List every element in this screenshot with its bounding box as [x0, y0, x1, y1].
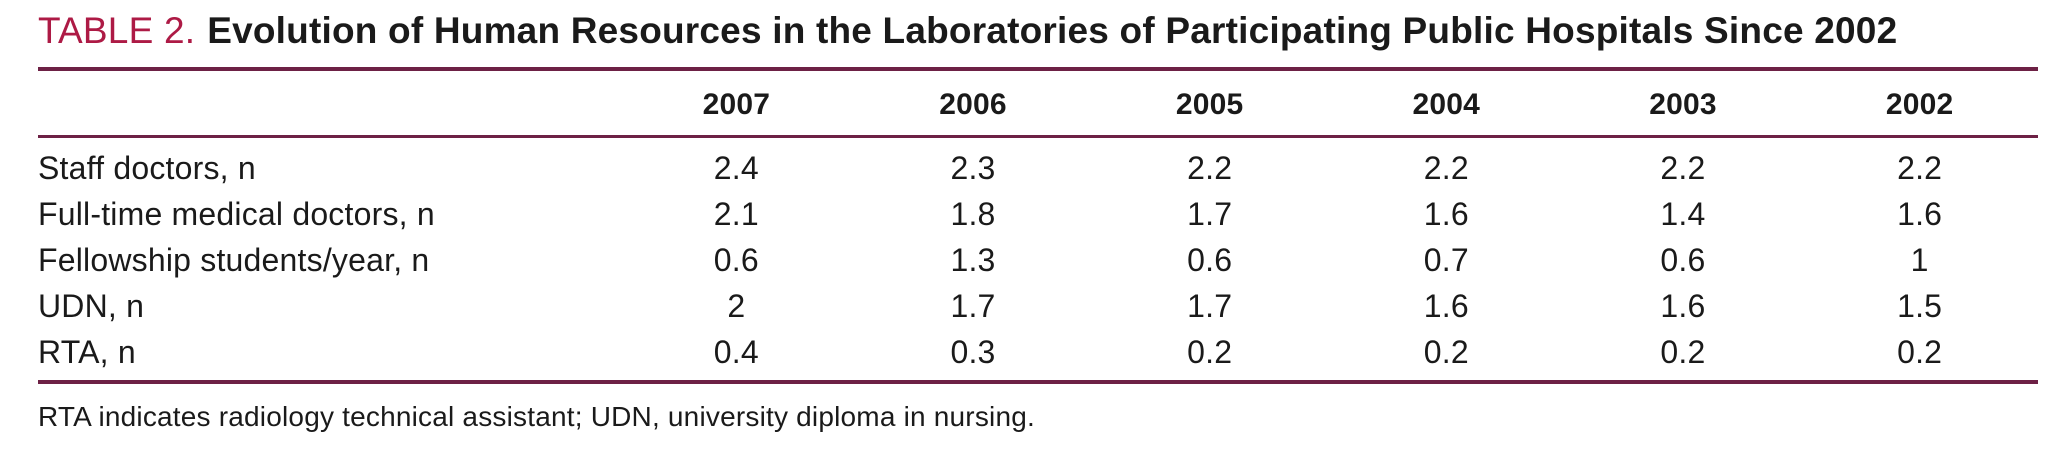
row-label: Full-time medical doctors, n	[38, 196, 435, 233]
table-number-label: TABLE 2.	[38, 10, 196, 51]
year-column-header: 2005	[1175, 87, 1244, 121]
year-column-header: 2006	[939, 87, 1007, 121]
table-row: Fellowship students/year, n 0.6 1.3 0.6 0.7 0…	[38, 238, 2038, 284]
year-column-header: 2002	[1885, 87, 1954, 121]
data-cell: 1	[1910, 242, 1929, 279]
row-label: RTA, n	[38, 334, 136, 371]
data-cell: 1.6	[1423, 196, 1469, 233]
data-cell: 2.2	[1897, 150, 1943, 187]
data-cell: 0.3	[950, 334, 996, 371]
table-title: TABLE 2. Evolution of Human Resources in …	[38, 10, 2038, 53]
data-cell: 0.6	[1660, 242, 1706, 279]
data-cell: 2.1	[713, 196, 759, 233]
data-cell: 2.2	[1660, 150, 1706, 187]
data-cell: 0.4	[713, 334, 759, 371]
data-cell: 1.6	[1897, 196, 1943, 233]
data-cell: 1.7	[950, 288, 996, 325]
data-cell: 1.3	[950, 242, 996, 279]
data-cell: 1.6	[1660, 288, 1706, 325]
data-cell: 1.6	[1423, 288, 1469, 325]
table-row: RTA, n 0.4 0.3 0.2 0.2 0.2 0.2	[38, 330, 2038, 382]
row-label: Staff doctors, n	[38, 150, 256, 187]
table-row: Staff doctors, n 2.4 2.3 2.2 2.2 2.2 2.2	[38, 136, 2038, 192]
data-cell: 2	[727, 288, 746, 325]
year-column-header: 2004	[1412, 87, 1481, 121]
data-cell: 2.2	[1187, 150, 1233, 187]
data-cell: 0.2	[1660, 334, 1706, 371]
data-cell: 1.4	[1660, 196, 1706, 233]
data-cell: 1.5	[1897, 288, 1943, 325]
data-cell: 0.6	[1187, 242, 1233, 279]
data-cell: 0.7	[1423, 242, 1469, 279]
data-cell: 1.7	[1187, 196, 1233, 233]
table-row: UDN, n 2 1.7 1.7 1.6 1.6 1.5	[38, 284, 2038, 330]
table-header-row: 2007 2006 2005 2004 2003 2002	[38, 69, 2038, 137]
table-row: Full-time medical doctors, n 2.1 1.8 1.7 1.6…	[38, 192, 2038, 238]
data-cell: 1.7	[1187, 288, 1233, 325]
data-cell: 1.8	[950, 196, 996, 233]
year-column-header: 2007	[702, 87, 771, 121]
data-cell: 0.6	[713, 242, 759, 279]
table-title-text: Evolution of Human Resources in the Labo…	[207, 10, 1898, 51]
data-cell: 0.2	[1897, 334, 1943, 371]
table-footnote: RTA indicates radiology technical assist…	[38, 400, 1035, 432]
row-label: Fellowship students/year, n	[38, 242, 430, 279]
table-body: Staff doctors, n 2.4 2.3 2.2 2.2 2.2 2.2 Full-t…	[38, 136, 2038, 382]
human-resources-table: 2007 2006 2005 2004 2003 2002 Staff doctors, …	[38, 66, 2038, 384]
year-column-header: 2003	[1649, 87, 1717, 121]
data-cell: 2.2	[1423, 150, 1469, 187]
row-label: UDN, n	[38, 288, 145, 325]
data-cell: 0.2	[1423, 334, 1469, 371]
data-cell: 0.2	[1187, 334, 1233, 371]
data-cell: 2.4	[713, 150, 759, 187]
corner-cell	[38, 69, 618, 137]
data-cell: 2.3	[950, 150, 996, 187]
